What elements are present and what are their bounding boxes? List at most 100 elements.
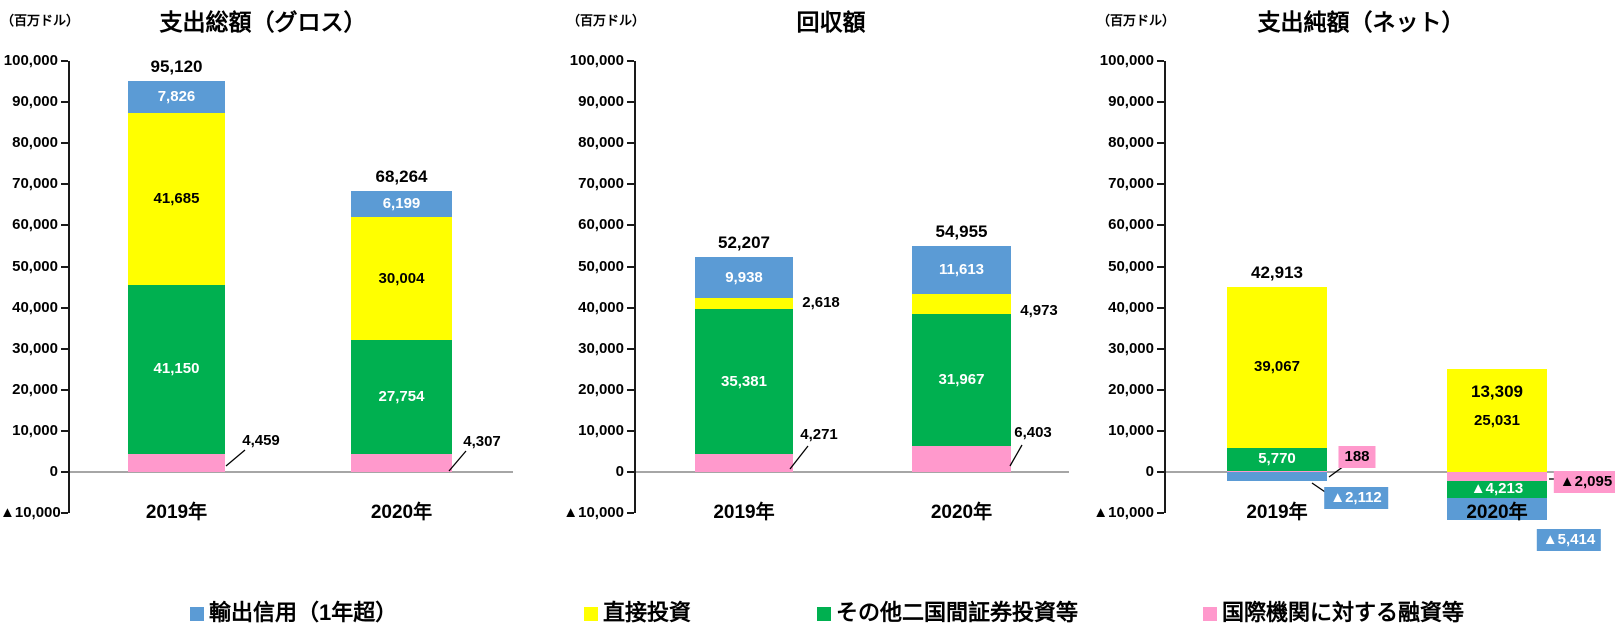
y-tick-mark [61,183,68,186]
y-tick-mark [627,142,634,145]
y-tick-label: ▲10,000 [563,504,624,522]
chart-title: 支出総額（グロス） [159,9,367,35]
y-tick-mark [627,388,634,391]
y-tick-mark [61,388,68,391]
unit-label: （百万ドル） [566,13,645,28]
y-tick-mark [627,512,634,515]
segment-label: 5,770 [1258,450,1296,468]
y-tick-label: 80,000 [12,134,58,152]
y-tick-label: 100,000 [3,52,58,69]
y-tick-label: 0 [615,463,624,480]
legend-label-other: その他二国間証券投資等 [836,600,1079,625]
y-tick-label: 20,000 [578,380,624,398]
bar-segment-other [1447,480,1547,498]
bar-segment-export [1447,497,1547,521]
y-tick-mark [1157,224,1164,227]
segment-label-boxed: ▲2,095 [1553,471,1615,493]
legend-label-intl: 国際機関に対する融資等 [1222,600,1465,625]
y-tick-label: 40,000 [1108,298,1154,316]
chart-net: 支出純額（ネット） （百万ドル） 100,000 90,000 80,000 70,000… [1080,0,1615,635]
y-tick-label: 30,000 [12,339,58,357]
bar-segment-direct [912,293,1011,315]
y-tick-label: 50,000 [1108,257,1154,275]
unit-label: （百万ドル） [1096,13,1175,28]
y-tick-mark [61,60,68,62]
bar-segment-intl [1447,472,1547,481]
bar-segment-intl [351,454,452,472]
legend-swatch-direct [584,607,598,621]
y-tick-label: 60,000 [578,216,624,234]
y-tick-mark [61,142,68,145]
bar-segment-export [912,246,1011,294]
zero-line [70,471,513,473]
bar-segment-other [695,309,793,455]
y-axis-line [68,61,70,514]
y-tick-mark [61,306,68,309]
bar-segment-direct [1447,369,1547,472]
y-tick-mark [1157,388,1164,391]
total-label: 52,207 [718,233,770,253]
leader-line [225,449,246,467]
y-tick-mark [61,429,68,432]
segment-label-callout: 6,403 [1014,424,1052,441]
y-tick-mark [1157,265,1164,268]
segment-label: 11,613 [938,260,985,278]
y-tick-mark [1157,101,1164,104]
y-tick-mark [627,60,634,62]
total-label: 42,913 [1251,262,1303,282]
y-tick-label: 80,000 [578,134,624,152]
y-tick-label: 30,000 [1108,339,1154,357]
y-axis-line [1164,61,1166,514]
segment-label-callout: 4,459 [242,432,280,449]
zero-line [636,471,1069,473]
total-label: 95,120 [150,57,203,77]
segment-label: 9,938 [725,268,763,286]
category-label: 2020年 [930,502,993,523]
bar-segment-direct [1227,286,1327,448]
bar-segment-direct [695,298,793,310]
y-tick-mark [1157,347,1164,350]
segment-label: 39,067 [1254,358,1300,376]
bar-segment-direct [351,216,452,341]
bar-segment-intl [695,454,793,472]
y-tick-mark [61,512,68,515]
segment-label: 30,004 [378,269,425,287]
y-tick-label: ▲10,000 [1093,504,1154,522]
segment-label: 31,967 [938,370,985,388]
category-label: 2019年 [713,502,775,523]
y-tick-mark [61,101,68,104]
y-tick-label: 70,000 [1108,175,1154,193]
y-tick-mark [627,183,634,186]
segment-label-callout: 2,618 [802,294,840,311]
bar-segment-other [1227,447,1327,472]
legend-swatch-other [817,607,831,621]
segment-label: 41,685 [153,189,200,207]
category-label: 2020年 [370,502,433,523]
bar-segment-intl [912,445,1011,472]
bar-segment-other [128,284,225,454]
y-tick-label: 20,000 [12,380,58,398]
y-tick-mark [627,265,634,268]
y-tick-label: ▲10,000 [0,504,61,522]
segment-label: ▲4,213 [1470,480,1524,498]
y-tick-mark [627,306,634,309]
zero-line [1166,471,1609,473]
y-tick-label: 60,000 [1108,216,1154,234]
y-tick-label: 10,000 [12,421,58,439]
y-tick-label: 30,000 [578,339,624,357]
y-tick-mark [61,471,68,473]
legend-swatch-export [190,607,204,621]
y-tick-label: 70,000 [12,175,58,193]
y-tick-label: 80,000 [1108,134,1154,152]
leader-lines [225,449,467,472]
category-label: 2020年 [1466,502,1528,523]
bar-segment-intl [128,453,225,472]
chart-gross: 支出総額（グロス） （百万ドル） 100,000 90,000 80,000 70,000… [0,0,540,635]
y-tick-mark [1157,183,1164,186]
segment-label-boxed: ▲2,112 [1324,487,1388,509]
y-tick-label: 90,000 [12,93,58,111]
y-tick-label: 50,000 [578,257,624,275]
y-tick-mark [61,265,68,268]
y-axis-line [634,61,636,514]
